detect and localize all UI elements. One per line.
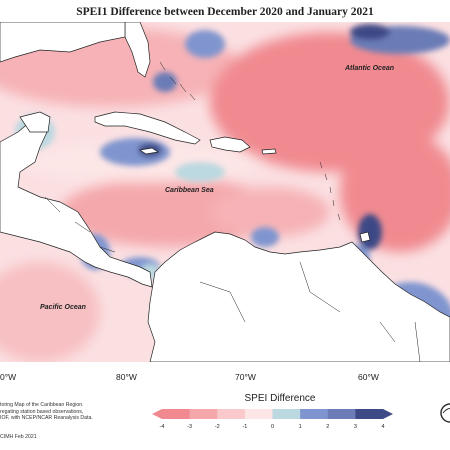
- footer-line-3: IOF, with NCEP/NCAR Reanalysis Data.: [0, 415, 93, 422]
- legend-tick-label: 2: [326, 424, 329, 430]
- legend-swatch: [355, 409, 384, 419]
- legend-tick-label: -3: [187, 424, 192, 430]
- coast-lesser-antilles: [319, 161, 341, 221]
- legend-swatch: [189, 409, 218, 419]
- wet-patch-bahamas: [153, 72, 177, 92]
- border-south-america: [199, 261, 421, 362]
- footer-credit: CIMH Feb 2021: [0, 434, 37, 440]
- wet-patch-top-right-2: [350, 24, 390, 40]
- legend-swatch: [300, 409, 329, 419]
- label-pacific-ocean: Pacific Ocean: [40, 304, 86, 311]
- land-central-america: [0, 119, 153, 288]
- wet-patch-top-center: [185, 30, 225, 58]
- border-central-america: [44, 196, 116, 253]
- land-florida: [124, 22, 151, 78]
- legend-swatch: [327, 409, 356, 419]
- wet-patch-light: [175, 162, 225, 182]
- dry-region-east: [210, 187, 330, 237]
- spei-difference-map: Atlantic Ocean Caribbean Sea Pacific Oce…: [0, 22, 450, 362]
- legend-tick-label: -4: [160, 424, 165, 430]
- legend-arrow-low: [152, 409, 162, 419]
- legend-swatch: [272, 409, 301, 419]
- footer-line-2: regating station based observations,: [0, 408, 84, 415]
- legend-tick-label: 3: [354, 424, 357, 430]
- legend-tick-label: -2: [215, 424, 220, 430]
- dry-region-caribbean: [60, 177, 280, 247]
- legend-arrow-high: [383, 409, 393, 419]
- lon-label-70w: 70°W: [235, 372, 256, 382]
- wet-patch-venezuela-coast: [251, 227, 279, 247]
- lon-label-90w: 0°W: [0, 372, 17, 382]
- legend-swatch: [162, 409, 191, 419]
- legend-swatch: [217, 409, 246, 419]
- legend-tick-label: 0: [271, 424, 274, 430]
- map-title: SPEI1 Difference between December 2020 a…: [76, 6, 374, 18]
- land-puerto-rico: [261, 148, 277, 155]
- lon-label-80w: 80°W: [116, 372, 137, 382]
- legend-colorbar: -4 -3 -2 -1 0 1 2 3 4: [152, 409, 393, 430]
- land-yucatan: [19, 111, 51, 133]
- legend-tick-label: -1: [242, 424, 247, 430]
- label-caribbean-sea: Caribbean Sea: [165, 187, 214, 194]
- legend-tick-label: 4: [381, 424, 384, 430]
- legend-tick-label: 1: [299, 424, 302, 430]
- legend-swatch: [244, 409, 273, 419]
- lon-label-60w: 60°W: [358, 372, 379, 382]
- footer-notes: toring Map of the Caribbean Region. rega…: [0, 402, 160, 422]
- land-us-gulf: [0, 22, 126, 63]
- land-trinidad: [359, 231, 371, 243]
- cimh-logo-icon: [440, 403, 450, 423]
- footer-line-1: toring Map of the Caribbean Region.: [0, 402, 84, 408]
- land-cuba: [94, 111, 201, 145]
- wet-patch-trinidad: [358, 214, 382, 250]
- coast-bahamas: [159, 61, 196, 101]
- legend-title: SPEI Difference: [244, 393, 316, 404]
- land-jamaica: [139, 147, 159, 155]
- land-south-america: [147, 231, 450, 362]
- dry-region-pacific: [0, 262, 100, 362]
- label-atlantic-ocean: Atlantic Ocean: [344, 65, 394, 72]
- land-hispaniola: [209, 136, 251, 153]
